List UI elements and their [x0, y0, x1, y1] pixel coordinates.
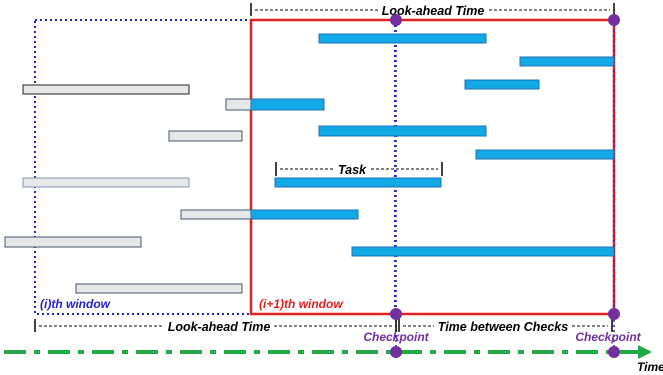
time-between-checks-label: Time between Checks: [438, 320, 568, 334]
checkpoint-label-2: Checkpoint: [575, 330, 641, 344]
window-i-border: [34, 19, 396, 315]
checkpoint-marker: [390, 346, 402, 358]
future-task: [464, 79, 540, 90]
future-task: [475, 149, 615, 160]
future-task: [250, 98, 325, 111]
past-task: [168, 130, 243, 142]
checkpoint-marker: [608, 308, 620, 320]
future-task: [250, 209, 359, 220]
look-ahead-top-label: Look-ahead Time: [382, 4, 485, 18]
checkpoint-marker: [390, 308, 402, 320]
future-task: [318, 33, 487, 44]
future-task: [318, 125, 487, 137]
checkpoint-marker: [608, 346, 620, 358]
past-task: [22, 177, 190, 188]
task-label: Task: [338, 163, 367, 177]
future-task: [351, 246, 615, 257]
time-between-checks-bracket: Time between Checks: [398, 319, 613, 334]
window-i1-border: [249, 18, 616, 316]
past-task: [225, 98, 252, 111]
time-axis-arrowhead: [638, 345, 652, 359]
window-i-label: (i)th window: [40, 297, 111, 311]
look-ahead-bracket-top: Look-ahead Time: [250, 3, 615, 18]
checkpoint-marker: [608, 14, 620, 26]
checkpoint-markers: [390, 14, 620, 358]
checkpoint-marker: [390, 14, 402, 26]
past-tasks: [4, 84, 252, 294]
task-bracket: Task: [275, 162, 443, 177]
past-task: [22, 84, 190, 95]
look-ahead-bottom-label: Look-ahead Time: [168, 320, 271, 334]
time-axis: Time: [4, 345, 663, 374]
past-task: [75, 283, 243, 294]
future-task: [519, 56, 615, 67]
time-axis-label: Time: [637, 360, 663, 374]
past-task: [180, 209, 252, 220]
past-task: [4, 236, 142, 248]
window-i1-label: (i+1)th window: [259, 297, 343, 311]
look-ahead-bracket-bottom: Look-ahead Time: [34, 319, 397, 334]
future-task: [274, 177, 442, 188]
future-tasks: [250, 33, 615, 257]
checkpoint-label-1: Checkpoint: [363, 330, 429, 344]
